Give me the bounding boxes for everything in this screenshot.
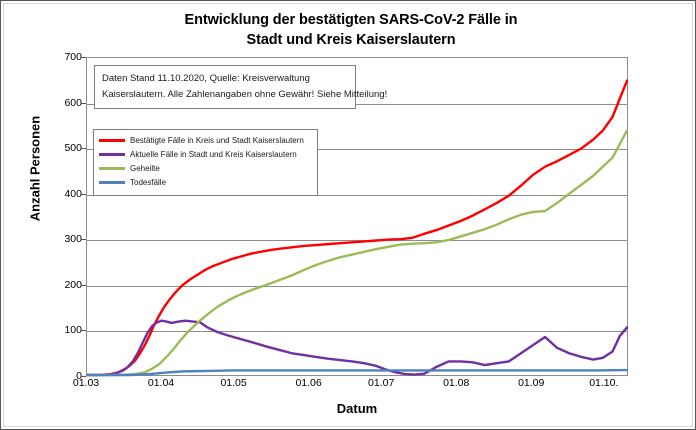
legend-label-1: Aktuelle Fälle in Stadt und Kreis Kaiser…: [130, 150, 297, 159]
x-tick-label-0: 01.03: [72, 377, 100, 389]
chart-title: Entwicklung der bestätigten SARS-CoV-2 F…: [61, 11, 641, 50]
y-axis-title: Anzahl Personen: [27, 115, 43, 222]
y-tick-mark-300: [81, 239, 86, 241]
y-tick-mark-500: [81, 148, 86, 150]
series-lines: [87, 58, 627, 375]
legend-swatch-3: [99, 181, 125, 184]
legend-item-0[interactable]: Bestätigte Fälle in Kreis und Stadt Kais…: [99, 134, 311, 147]
y-tick-label-500: 500: [64, 142, 82, 155]
y-tick-label-700: 700: [64, 51, 82, 63]
plot-area: [86, 57, 628, 376]
y-axis-ticks: 0 100 200 300 400 500 600 700: [40, 51, 86, 382]
y-tick-label-600: 600: [64, 96, 82, 109]
y-tick-mark-0: [81, 376, 86, 377]
y-tick-label-100: 100: [64, 324, 82, 337]
x-axis-title: Datum: [336, 401, 378, 416]
series-line-3: [87, 370, 627, 375]
gridline-500: [87, 149, 627, 151]
legend-label-0: Bestätigte Fälle in Kreis und Stadt Kais…: [130, 136, 304, 145]
y-tick-label-300: 300: [64, 233, 82, 246]
annotation-textbox: Daten Stand 11.10.2020, Quelle: Kreisver…: [94, 65, 388, 110]
gridline-200: [87, 285, 627, 287]
x-axis-ticks: 01.03 01.04 01.05 01.06 01.07 01.08 01.09 01.10…: [73, 377, 628, 397]
y-tick-label-0: 0: [76, 370, 82, 382]
legend-label-2: Geheilte: [130, 164, 160, 173]
chart-legend: Bestätigte Fälle in Kreis und Stadt Kais…: [93, 129, 318, 196]
x-tick-label-1: 01.04: [147, 377, 175, 389]
x-tick-label-4: 01.07: [368, 377, 395, 389]
gridline-100: [87, 331, 627, 333]
legend-label-3: Todesfälle: [130, 178, 167, 187]
series-line-1: [87, 321, 627, 375]
legend-item-1[interactable]: Aktuelle Fälle in Stadt und Kreis Kaiser…: [99, 148, 311, 161]
legend-swatch-1: [99, 153, 125, 156]
y-tick-mark-100: [81, 330, 86, 332]
y-tick-mark-700: [81, 57, 86, 58]
x-tick-label-5: 01.08: [443, 377, 470, 389]
chart-title-line-2: Stadt und Kreis Kaiserslautern: [246, 31, 456, 48]
legend-item-2[interactable]: Geheilte: [99, 162, 311, 175]
legend-item-3[interactable]: Todesfälle: [99, 176, 311, 189]
series-line-0: [87, 81, 627, 375]
y-tick-mark-400: [81, 193, 86, 195]
chart-title-line-1: Entwicklung der bestätigten SARS-CoV-2 F…: [184, 12, 518, 28]
x-tick-label-2: 01.05: [220, 377, 247, 389]
legend-swatch-2: [99, 167, 125, 170]
gridline-600: [87, 103, 627, 105]
y-tick-mark-200: [81, 284, 86, 286]
x-tick-label-3: 01.06: [295, 377, 322, 389]
y-tick-label-400: 400: [64, 187, 82, 200]
annotation-line-2: Kaiserslautern. Alle Zahlenangaben ohne …: [102, 88, 388, 100]
x-tick-label-7: 01.10.: [589, 377, 619, 389]
gridline-400: [87, 194, 627, 196]
annotation-line-1: Daten Stand 11.10.2020, Quelle: Kreisver…: [102, 73, 310, 84]
legend-swatch-0: [99, 139, 125, 142]
y-tick-mark-600: [81, 102, 86, 104]
y-tick-label-200: 200: [64, 278, 82, 291]
x-tick-label-6: 01.09: [518, 377, 545, 389]
series-line-2: [87, 130, 627, 375]
